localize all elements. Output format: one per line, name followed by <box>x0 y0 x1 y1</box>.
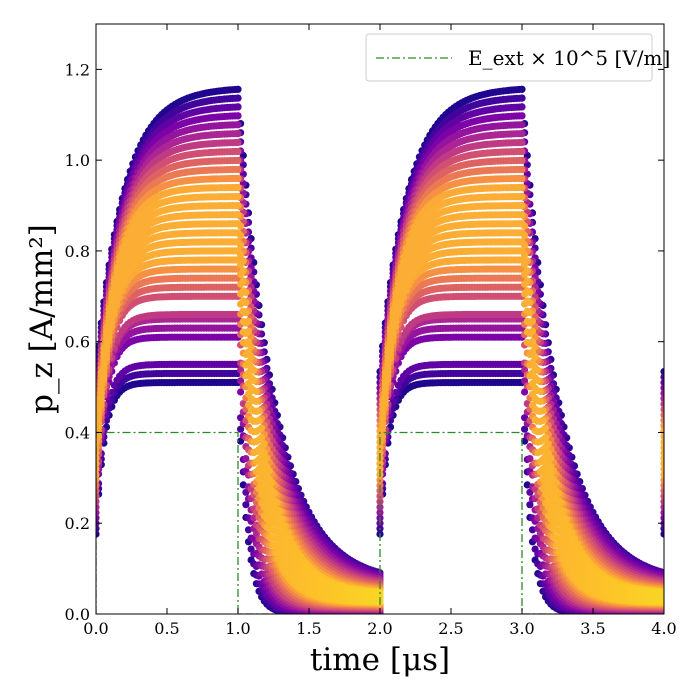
scatter-point <box>518 147 526 156</box>
scatter-point <box>518 103 526 111</box>
scatter-point <box>234 121 242 129</box>
scatter-point <box>518 138 526 147</box>
scatter-point <box>518 121 526 129</box>
scatter-point <box>518 94 526 102</box>
scatter-point <box>96 525 100 533</box>
scatter-point <box>518 85 526 93</box>
scatter-point <box>234 156 242 165</box>
scatter-point <box>234 130 242 138</box>
scatter-point <box>234 147 242 156</box>
scatter-point <box>392 388 400 397</box>
scatter-point <box>234 94 242 102</box>
scatter-point <box>660 373 664 381</box>
scatter-point <box>234 112 242 120</box>
scatter-point <box>237 414 245 422</box>
scatter-point <box>518 130 526 138</box>
scatter-point <box>234 174 242 183</box>
scatter-point <box>526 488 534 496</box>
scatter-point <box>237 437 245 445</box>
scatter-point <box>234 165 242 174</box>
scatter-point <box>660 530 664 538</box>
scatter-point <box>521 414 529 422</box>
scatter-point <box>518 165 526 174</box>
scatter-point <box>518 174 526 183</box>
scatter-point <box>660 368 664 376</box>
scatter-point <box>660 378 664 387</box>
scatter-point <box>660 525 664 533</box>
scatter-point <box>518 156 526 165</box>
scatter-point <box>108 388 116 397</box>
scatter-point <box>521 425 529 433</box>
scatter-point <box>242 501 250 509</box>
scatter-point <box>518 112 526 120</box>
scatter-point <box>521 437 529 445</box>
scatter-point <box>242 488 250 496</box>
scatter-point <box>234 103 242 111</box>
scatter-point <box>237 425 245 433</box>
scatter-point <box>234 138 242 147</box>
scatter-point <box>96 530 100 538</box>
scatter-point <box>526 501 534 509</box>
scatter-points <box>96 85 664 614</box>
scatter-point <box>234 85 242 93</box>
